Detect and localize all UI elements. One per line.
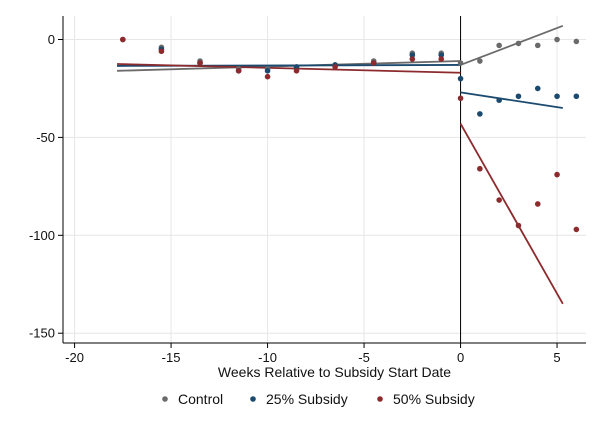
x-tick-label: -5 bbox=[358, 350, 370, 365]
data-point-series-2 bbox=[409, 56, 416, 62]
x-axis-title: Weeks Relative to Subsidy Start Date bbox=[218, 364, 451, 380]
data-point-series-1 bbox=[293, 64, 300, 70]
data-point-series-2 bbox=[573, 226, 580, 233]
x-tick-label: 0 bbox=[457, 350, 464, 365]
data-point-series-1 bbox=[496, 97, 502, 103]
data-point-series-1 bbox=[477, 111, 483, 117]
data-point-series-2 bbox=[438, 56, 445, 62]
legend-label-series-1: 25% Subsidy bbox=[266, 391, 348, 407]
data-point-series-2 bbox=[332, 64, 338, 70]
data-point-series-1 bbox=[409, 52, 416, 58]
data-point-series-2 bbox=[293, 68, 300, 74]
data-point-series-0 bbox=[496, 42, 502, 49]
data-point-series-0 bbox=[534, 42, 541, 49]
data-point-series-1 bbox=[457, 75, 464, 82]
legend-label-series-0: Control bbox=[178, 391, 223, 407]
data-point-series-0 bbox=[573, 38, 580, 45]
fit-line-pre-series-2 bbox=[117, 63, 461, 74]
data-point-series-2 bbox=[554, 171, 560, 178]
data-point-series-1 bbox=[438, 52, 445, 58]
data-point-series-0 bbox=[515, 40, 522, 47]
data-point-series-2 bbox=[515, 222, 522, 229]
data-point-series-1 bbox=[573, 93, 580, 100]
x-tick-label: 5 bbox=[553, 350, 560, 365]
data-point-series-2 bbox=[264, 73, 271, 80]
data-point-series-1 bbox=[264, 68, 271, 74]
data-point-series-2 bbox=[158, 48, 165, 55]
data-point-series-0 bbox=[554, 36, 560, 43]
data-point-series-2 bbox=[477, 165, 483, 172]
legend-marker-series-0 bbox=[162, 396, 168, 402]
y-tick-label: 0 bbox=[48, 32, 55, 47]
x-tick-label: -15 bbox=[162, 350, 181, 365]
legend-marker-series-1 bbox=[250, 396, 256, 402]
x-tick-label: -20 bbox=[65, 350, 84, 365]
legend: Control 25% Subsidy 50% Subsidy bbox=[162, 391, 475, 407]
data-point-series-0 bbox=[477, 58, 483, 64]
data-point-series-2 bbox=[457, 95, 464, 102]
data-point-series-1 bbox=[554, 93, 560, 100]
legend-label-series-2: 50% Subsidy bbox=[393, 391, 475, 407]
data-point-series-2 bbox=[197, 60, 203, 66]
legend-marker-series-2 bbox=[377, 396, 383, 402]
y-tick-label: -50 bbox=[36, 130, 55, 145]
y-tick-label: -150 bbox=[29, 326, 55, 341]
data-point-series-2 bbox=[120, 36, 126, 43]
data-point-series-2 bbox=[534, 201, 541, 207]
fit-line-post-series-2 bbox=[459, 123, 564, 305]
fit-line-post-series-1 bbox=[460, 91, 563, 109]
data-point-series-2 bbox=[496, 197, 502, 203]
data-points bbox=[120, 36, 580, 233]
axes: -20 -15 -10 -5 0 50-50-100-150 bbox=[29, 16, 586, 365]
x-tick-label: -10 bbox=[258, 350, 277, 365]
fit-line-post-series-0 bbox=[460, 24, 564, 66]
fit-lines bbox=[117, 24, 564, 305]
data-point-series-2 bbox=[370, 60, 377, 66]
data-point-series-2 bbox=[235, 68, 242, 74]
y-tick-label: -100 bbox=[29, 228, 55, 243]
data-point-series-0 bbox=[457, 60, 464, 66]
data-point-series-1 bbox=[515, 93, 522, 100]
data-point-series-1 bbox=[534, 85, 541, 92]
